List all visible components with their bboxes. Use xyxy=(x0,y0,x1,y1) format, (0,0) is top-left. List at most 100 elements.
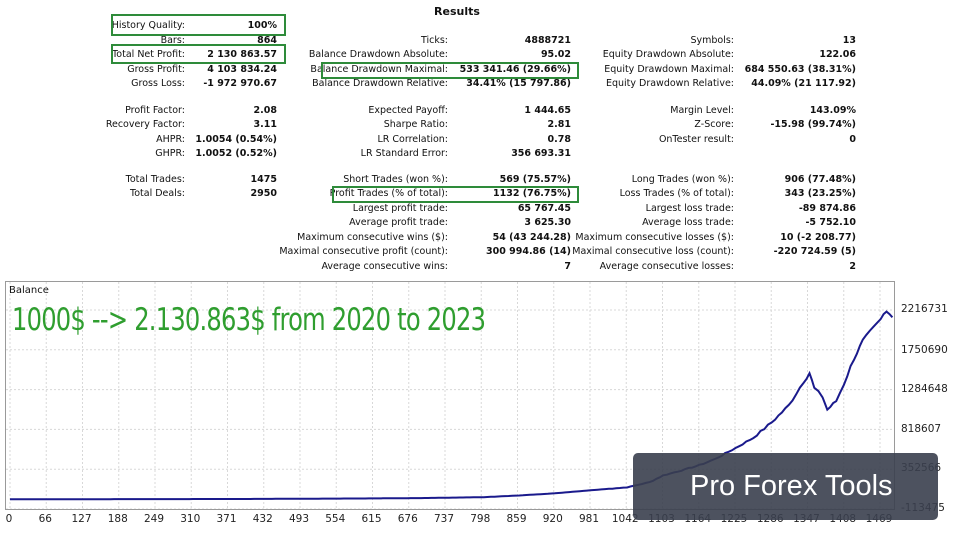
stat-label: Total Deals: xyxy=(130,188,185,199)
stat-label: Equity Drawdown Absolute: xyxy=(602,49,734,60)
stat-value: 2 xyxy=(849,261,856,272)
stat-label: Short Trades (won %): xyxy=(343,174,448,185)
stat-label: Balance Drawdown Maximal: xyxy=(310,64,448,75)
stat-label: Balance Drawdown Absolute: xyxy=(308,49,448,60)
chart-title: Balance xyxy=(9,285,49,296)
stat-label: Ticks: xyxy=(420,35,448,46)
stat-value: 4888721 xyxy=(524,35,571,46)
stat-value: -15.98 (99.74%) xyxy=(770,119,856,130)
stat-label: LR Correlation: xyxy=(377,134,449,145)
stat-label: Gross Loss: xyxy=(131,78,185,89)
stat-value: -220 724.59 (5) xyxy=(773,246,856,257)
stat-value: 54 (43 244.28) xyxy=(492,232,571,243)
stat-value: 4 103 834.24 xyxy=(207,64,277,75)
stat-label: Profit Factor: xyxy=(125,105,185,116)
stat-label: Total Net Profit: xyxy=(112,49,185,60)
stat-label: Expected Payoff: xyxy=(368,105,448,116)
x-tick-label: 1042 xyxy=(611,513,639,525)
x-tick-label: 859 xyxy=(506,513,527,525)
stat-label: Loss Trades (% of total): xyxy=(619,188,734,199)
stat-value: -5 752.10 xyxy=(805,217,856,228)
x-tick-label: 310 xyxy=(180,513,201,525)
stat-value: 533 341.46 (29.66%) xyxy=(459,64,571,75)
stat-label: GHPR: xyxy=(155,148,185,159)
highlight-balance-drawdown-maximal xyxy=(321,62,579,79)
stat-value: 2950 xyxy=(250,188,277,199)
stat-value: 2 130 863.57 xyxy=(207,49,277,60)
stat-label: OnTester result: xyxy=(658,134,734,145)
stat-label: Equity Drawdown Maximal: xyxy=(604,64,734,75)
stat-label: Maximum consecutive wins ($): xyxy=(297,232,448,243)
stat-value: 3.11 xyxy=(253,119,277,130)
stat-value: 569 (75.57%) xyxy=(499,174,571,185)
results-title: Results xyxy=(434,5,480,18)
stat-label: Largest profit trade: xyxy=(352,203,448,214)
stat-label: Recovery Factor: xyxy=(105,119,185,130)
x-tick-label: 66 xyxy=(38,513,52,525)
stat-value: 1 444.65 xyxy=(524,105,571,116)
stat-label: Z-Score: xyxy=(694,119,734,130)
stat-label: Bars: xyxy=(160,35,185,46)
x-tick-label: 798 xyxy=(470,513,491,525)
stat-label: Average consecutive losses: xyxy=(599,261,734,272)
y-tick-label: 2216731 xyxy=(901,303,948,315)
stat-label: Profit Trades (% of total): xyxy=(329,188,448,199)
stat-label: Symbols: xyxy=(690,35,734,46)
watermark-banner: Pro Forex Tools xyxy=(633,453,938,520)
highlight-history-quality xyxy=(111,14,286,36)
chart-annotation: 1000$ --> 2.130.863$ from 2020 to 2023 xyxy=(12,302,486,338)
stat-value: 34.41% (15 797.86) xyxy=(466,78,571,89)
stat-value: 122.06 xyxy=(819,49,856,60)
x-tick-label: 737 xyxy=(433,513,455,525)
stat-value: 1.0052 (0.52%) xyxy=(195,148,277,159)
stat-label: Largest loss trade: xyxy=(645,203,734,214)
stat-value: 1.0054 (0.54%) xyxy=(195,134,277,145)
x-tick-label: 493 xyxy=(288,513,310,525)
x-tick-label: 920 xyxy=(542,513,563,525)
stat-value: 13 xyxy=(842,35,856,46)
stat-value: 684 550.63 (38.31%) xyxy=(744,64,856,75)
stat-label: LR Standard Error: xyxy=(360,148,448,159)
stat-value: 143.09% xyxy=(809,105,856,116)
stat-value: 95.02 xyxy=(540,49,571,60)
x-tick-label: 188 xyxy=(107,513,128,525)
stat-label: Average profit trade: xyxy=(349,217,448,228)
stat-value: 100% xyxy=(247,20,277,31)
y-tick-label: 1284648 xyxy=(901,383,948,395)
stat-value: 0 xyxy=(849,134,856,145)
highlight-profit-trades xyxy=(332,186,579,203)
x-tick-label: 371 xyxy=(216,513,237,525)
stat-label: Equity Drawdown Relative: xyxy=(605,78,734,89)
stat-label: Average loss trade: xyxy=(642,217,734,228)
stat-label: Sharpe Ratio: xyxy=(383,119,448,130)
x-tick-label: 127 xyxy=(71,513,92,525)
stat-value: 0.78 xyxy=(547,134,571,145)
x-tick-label: 676 xyxy=(397,513,418,525)
stat-value: 2.08 xyxy=(253,105,277,116)
stat-label: Maximal consecutive loss (count): xyxy=(572,246,734,257)
stat-value: 1475 xyxy=(250,174,277,185)
stat-label: Gross Profit: xyxy=(127,64,185,75)
x-tick-label: 432 xyxy=(252,513,273,525)
stat-value: 3 625.30 xyxy=(524,217,571,228)
stat-label: Margin Level: xyxy=(670,105,734,116)
results-panel: Results History Quality: 100% Bars: 864 Tota… xyxy=(105,5,856,272)
stat-value: 864 xyxy=(257,35,277,46)
stat-label: Average consecutive wins: xyxy=(321,261,448,272)
y-tick-label: 818607 xyxy=(901,423,942,435)
stat-value: 44.09% (21 117.92) xyxy=(751,78,856,89)
stat-label: Total Trades: xyxy=(125,174,185,185)
stat-label: Balance Drawdown Relative: xyxy=(312,78,448,89)
stat-value: 7 xyxy=(564,261,571,272)
x-tick-label: 615 xyxy=(361,513,382,525)
highlight-total-net-profit xyxy=(111,44,286,64)
stat-label: AHPR: xyxy=(156,134,185,145)
stat-label: Long Trades (won %): xyxy=(631,174,734,185)
stat-value: 356 693.31 xyxy=(511,148,571,159)
balance-line xyxy=(10,310,894,501)
stat-label: Maximum consecutive losses ($): xyxy=(575,232,734,243)
stat-value: -1 972 970.67 xyxy=(203,78,277,89)
stat-value: 1132 (76.75%) xyxy=(493,188,571,199)
x-tick-label: 981 xyxy=(578,513,600,525)
x-tick-label: 0 xyxy=(5,513,13,525)
